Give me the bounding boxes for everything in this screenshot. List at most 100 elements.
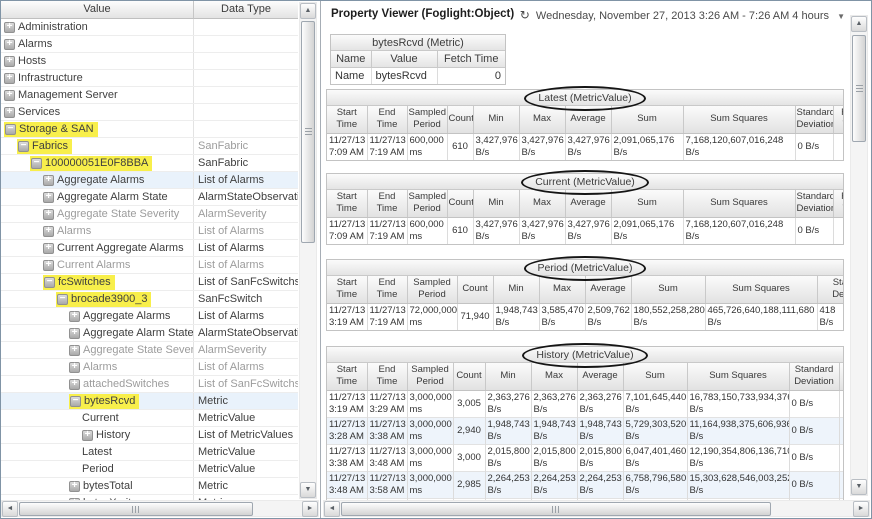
column-header[interactable]: Standard Deviation: [789, 363, 840, 391]
tree-row[interactable]: Period MetricValue: [1, 461, 298, 478]
column-header[interactable]: Count: [453, 363, 486, 391]
column-header[interactable]: Count: [447, 190, 474, 218]
tree-row[interactable]: + attachedSwitches List of SanFcSwitchs: [1, 376, 298, 393]
column-header[interactable]: End Time: [367, 363, 408, 391]
tree-row[interactable]: −100000051E0F8BBA SanFabric: [1, 155, 298, 172]
column-header[interactable]: Sum: [611, 190, 684, 218]
expander-plus-icon[interactable]: +: [69, 378, 80, 390]
expander-plus-icon[interactable]: +: [69, 497, 80, 500]
scroll-left-button[interactable]: ◄: [324, 501, 340, 517]
expander-plus-icon[interactable]: +: [4, 106, 15, 118]
column-header[interactable]: Standard Deviation: [795, 190, 834, 218]
column-header[interactable]: Average: [585, 276, 632, 304]
expander-plus-icon[interactable]: +: [4, 72, 15, 84]
tree-row[interactable]: + Infrastructure: [1, 70, 298, 87]
tree-row[interactable]: − brocade3900_3 SanFcSwitch: [1, 291, 298, 308]
expander-minus-icon[interactable]: −: [44, 276, 55, 288]
tree-row[interactable]: Current MetricValue: [1, 410, 298, 427]
tree-row[interactable]: + bytesTotal Metric: [1, 478, 298, 495]
scroll-left-button[interactable]: ◄: [2, 501, 18, 517]
tree-row[interactable]: Latest MetricValue: [1, 444, 298, 461]
tree-vertical-scrollbar[interactable]: ▲ ▼: [299, 2, 317, 499]
tree-row[interactable]: + Aggregate Alarm State AlarmStateObservat…: [1, 325, 298, 342]
column-header[interactable]: Max: [519, 190, 566, 218]
scroll-up-button[interactable]: ▲: [300, 3, 316, 19]
dropdown-caret-icon[interactable]: ▼: [837, 12, 845, 21]
expander-plus-icon[interactable]: +: [43, 225, 54, 237]
expander-plus-icon[interactable]: +: [4, 55, 15, 67]
column-header[interactable]: Sampled Period: [407, 190, 448, 218]
viewer-vertical-scrollbar[interactable]: ▲ ▼: [850, 15, 868, 496]
expander-plus-icon[interactable]: +: [43, 174, 54, 186]
tree-row[interactable]: − bytesRcvd Metric: [1, 393, 298, 410]
tree-row[interactable]: +bytesXmit Metric: [1, 495, 298, 500]
column-header[interactable]: Start Time: [327, 363, 368, 391]
column-header[interactable]: End Time: [367, 190, 408, 218]
tree-row[interactable]: + Current Aggregate Alarms List of Alarms: [1, 240, 298, 257]
tree-row[interactable]: + Alarms List of Alarms: [1, 359, 298, 376]
column-header[interactable]: Sum Squares: [683, 106, 796, 134]
expander-plus-icon[interactable]: +: [43, 191, 54, 203]
expander-minus-icon[interactable]: −: [5, 123, 16, 135]
tree-row[interactable]: − fcSwitches List of SanFcSwitchs: [1, 274, 298, 291]
tree-row[interactable]: + Alarms List of Alarms: [1, 223, 298, 240]
column-header[interactable]: Name: [331, 51, 372, 68]
tree-column-header-datatype[interactable]: Data Type: [194, 1, 298, 19]
tree-row[interactable]: + Administration: [1, 19, 298, 36]
tree-column-header-value[interactable]: Value: [1, 1, 194, 19]
expander-plus-icon[interactable]: +: [4, 38, 15, 50]
column-header[interactable]: Sum Squares: [687, 363, 790, 391]
tree-row[interactable]: + Services: [1, 104, 298, 121]
expander-plus-icon[interactable]: +: [69, 344, 80, 356]
column-header[interactable]: Standard Deviation: [817, 276, 843, 304]
column-header[interactable]: Sum: [623, 363, 688, 391]
expander-plus-icon[interactable]: +: [4, 21, 15, 33]
column-header[interactable]: Fetch Time: [839, 363, 843, 391]
expander-minus-icon[interactable]: −: [70, 395, 81, 407]
tree-row[interactable]: − Fabrics SanFabric: [1, 138, 298, 155]
column-header[interactable]: Standard Deviation: [795, 106, 834, 134]
tree-row[interactable]: + Aggregate Alarm State AlarmStateObservat…: [1, 189, 298, 206]
expander-plus-icon[interactable]: +: [69, 480, 80, 492]
tree-row[interactable]: + Current Alarms List of Alarms: [1, 257, 298, 274]
expander-plus-icon[interactable]: +: [43, 242, 54, 254]
expander-plus-icon[interactable]: +: [43, 259, 54, 271]
column-header[interactable]: Count: [447, 106, 474, 134]
column-header[interactable]: Start Time: [327, 190, 368, 218]
expander-minus-icon[interactable]: −: [18, 140, 29, 152]
column-header[interactable]: Min: [473, 190, 520, 218]
tree-horizontal-scrollbar[interactable]: ◄ ►: [1, 500, 319, 517]
expander-plus-icon[interactable]: +: [69, 310, 80, 322]
column-header[interactable]: Start Time: [327, 276, 368, 304]
column-header[interactable]: Start Time: [327, 106, 368, 134]
column-header[interactable]: Count: [457, 276, 494, 304]
column-header[interactable]: Sum Squares: [705, 276, 818, 304]
scroll-right-button[interactable]: ►: [853, 501, 869, 517]
tree-row[interactable]: + Management Server: [1, 87, 298, 104]
scrollbar-thumb[interactable]: [19, 502, 253, 516]
time-range-selector[interactable]: ↻ Wednesday, November 27, 2013 3:26 AM -…: [520, 8, 845, 22]
scrollbar-thumb[interactable]: [341, 502, 771, 516]
column-header[interactable]: Max: [519, 106, 566, 134]
column-header[interactable]: Sum Squares: [683, 190, 796, 218]
column-header[interactable]: Min: [473, 106, 520, 134]
expander-plus-icon[interactable]: +: [4, 89, 15, 101]
scrollbar-thumb[interactable]: [852, 35, 866, 142]
column-header[interactable]: Fetch Time: [437, 51, 505, 68]
column-header[interactable]: End Time: [367, 106, 408, 134]
column-header[interactable]: Sampled Period: [407, 106, 448, 134]
expander-minus-icon[interactable]: −: [57, 293, 68, 305]
scroll-right-button[interactable]: ►: [302, 501, 318, 517]
column-header[interactable]: Sampled Period: [407, 363, 454, 391]
scrollbar-thumb[interactable]: [301, 21, 315, 243]
scroll-up-button[interactable]: ▲: [851, 16, 867, 32]
tree-row[interactable]: + Aggregate State Severity AlarmSeverity: [1, 342, 298, 359]
tree-row[interactable]: + Hosts: [1, 53, 298, 70]
expander-plus-icon[interactable]: +: [82, 429, 93, 441]
scroll-down-button[interactable]: ▼: [851, 479, 867, 495]
expander-plus-icon[interactable]: +: [69, 361, 80, 373]
expander-plus-icon[interactable]: +: [43, 208, 54, 220]
column-header[interactable]: Fetch Time: [833, 190, 843, 218]
column-header[interactable]: Min: [485, 363, 532, 391]
tree-row[interactable]: + Aggregate Alarms List of Alarms: [1, 172, 298, 189]
